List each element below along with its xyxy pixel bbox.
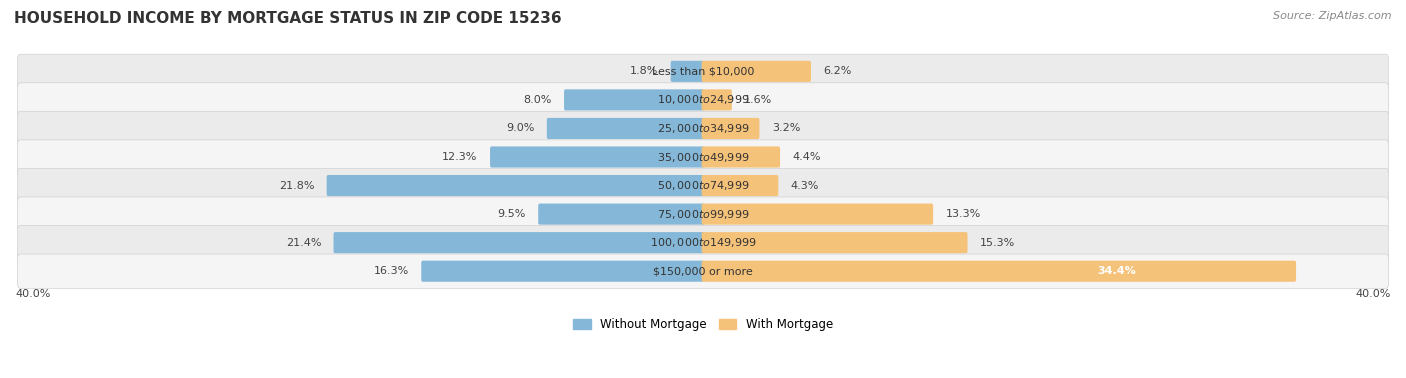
Text: $25,000 to $34,999: $25,000 to $34,999 — [657, 122, 749, 135]
Text: $100,000 to $149,999: $100,000 to $149,999 — [650, 236, 756, 249]
Text: 9.5%: 9.5% — [498, 209, 526, 219]
FancyBboxPatch shape — [702, 61, 811, 82]
Text: 9.0%: 9.0% — [506, 124, 534, 133]
Text: 3.2%: 3.2% — [772, 124, 800, 133]
FancyBboxPatch shape — [538, 203, 704, 225]
FancyBboxPatch shape — [702, 118, 759, 139]
FancyBboxPatch shape — [333, 232, 704, 253]
Text: 15.3%: 15.3% — [980, 238, 1015, 248]
FancyBboxPatch shape — [18, 140, 1388, 174]
Text: $50,000 to $74,999: $50,000 to $74,999 — [657, 179, 749, 192]
Text: 40.0%: 40.0% — [15, 289, 51, 299]
FancyBboxPatch shape — [702, 175, 779, 196]
Text: 21.4%: 21.4% — [285, 238, 321, 248]
Text: 8.0%: 8.0% — [523, 95, 551, 105]
FancyBboxPatch shape — [547, 118, 704, 139]
FancyBboxPatch shape — [702, 260, 1296, 282]
Text: 40.0%: 40.0% — [1355, 289, 1391, 299]
FancyBboxPatch shape — [564, 89, 704, 110]
FancyBboxPatch shape — [18, 197, 1388, 231]
Text: $35,000 to $49,999: $35,000 to $49,999 — [657, 150, 749, 164]
FancyBboxPatch shape — [326, 175, 704, 196]
Text: 1.8%: 1.8% — [630, 67, 658, 76]
Text: $10,000 to $24,999: $10,000 to $24,999 — [657, 93, 749, 106]
Text: 21.8%: 21.8% — [278, 181, 315, 191]
FancyBboxPatch shape — [18, 54, 1388, 88]
Text: 1.6%: 1.6% — [744, 95, 772, 105]
FancyBboxPatch shape — [702, 203, 934, 225]
Text: HOUSEHOLD INCOME BY MORTGAGE STATUS IN ZIP CODE 15236: HOUSEHOLD INCOME BY MORTGAGE STATUS IN Z… — [14, 11, 561, 26]
FancyBboxPatch shape — [18, 226, 1388, 260]
FancyBboxPatch shape — [18, 254, 1388, 288]
Text: Less than $10,000: Less than $10,000 — [652, 67, 754, 76]
Text: $75,000 to $99,999: $75,000 to $99,999 — [657, 208, 749, 221]
FancyBboxPatch shape — [491, 146, 704, 167]
FancyBboxPatch shape — [702, 232, 967, 253]
Text: 34.4%: 34.4% — [1098, 266, 1136, 276]
Text: 4.3%: 4.3% — [790, 181, 820, 191]
Text: 16.3%: 16.3% — [374, 266, 409, 276]
Text: Source: ZipAtlas.com: Source: ZipAtlas.com — [1274, 11, 1392, 21]
FancyBboxPatch shape — [18, 169, 1388, 203]
Text: 13.3%: 13.3% — [945, 209, 981, 219]
FancyBboxPatch shape — [671, 61, 704, 82]
FancyBboxPatch shape — [18, 83, 1388, 117]
Legend: Without Mortgage, With Mortgage: Without Mortgage, With Mortgage — [568, 313, 838, 336]
Text: 12.3%: 12.3% — [443, 152, 478, 162]
FancyBboxPatch shape — [702, 146, 780, 167]
Text: 6.2%: 6.2% — [824, 67, 852, 76]
FancyBboxPatch shape — [18, 112, 1388, 146]
Text: $150,000 or more: $150,000 or more — [654, 266, 752, 276]
FancyBboxPatch shape — [422, 260, 704, 282]
Text: 4.4%: 4.4% — [793, 152, 821, 162]
FancyBboxPatch shape — [702, 89, 733, 110]
